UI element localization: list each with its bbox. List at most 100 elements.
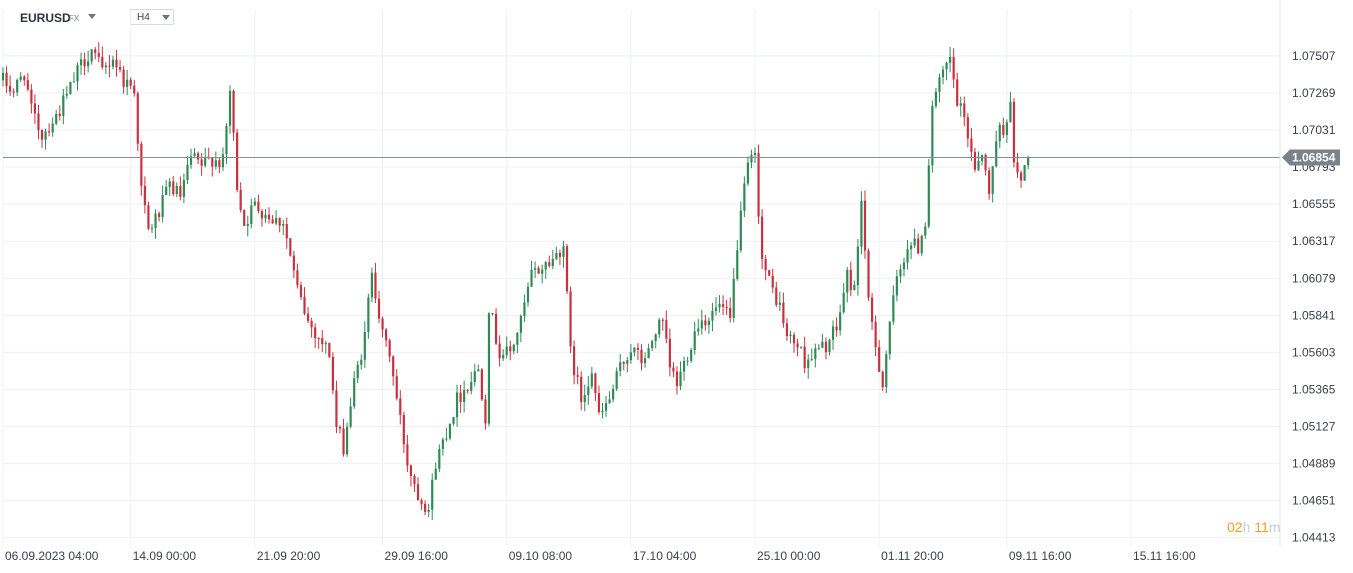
candle-down	[218, 157, 221, 174]
candle-body	[558, 252, 562, 257]
candle-down	[835, 317, 838, 337]
candle-down	[565, 243, 569, 295]
candle-up	[633, 346, 636, 357]
timeframe-dropdown-icon	[162, 15, 170, 20]
candle-body	[484, 399, 487, 424]
candle-up	[186, 156, 189, 185]
symbol-label[interactable]: EURUSD	[20, 11, 71, 25]
candle-body	[271, 219, 274, 224]
candle-body	[732, 278, 735, 318]
candle-down	[867, 248, 870, 301]
candle-body	[679, 371, 682, 386]
candle-up	[214, 151, 217, 170]
candle-up	[441, 437, 444, 456]
candle-up	[168, 177, 171, 196]
candle-body	[796, 343, 799, 348]
symbol-dropdown-icon[interactable]	[88, 14, 96, 19]
candle-body	[33, 103, 37, 114]
candle-body	[37, 113, 40, 131]
candle-body	[665, 320, 668, 339]
candle-body	[888, 321, 891, 355]
candle-body	[232, 90, 235, 133]
candle-up	[714, 297, 718, 316]
candle-body	[367, 297, 370, 332]
candle-down	[12, 88, 15, 98]
candle-body	[363, 331, 366, 360]
candle-down	[115, 49, 118, 77]
candle-body	[58, 113, 61, 116]
candle-body	[72, 81, 76, 83]
candle-body	[846, 269, 849, 293]
candle-body	[211, 158, 214, 167]
candle-body	[55, 113, 58, 124]
candle-body	[498, 343, 501, 359]
candle-body	[434, 468, 437, 480]
candle-up	[817, 344, 820, 351]
candle-up	[189, 148, 193, 169]
candle-up	[906, 240, 909, 270]
candle-body	[427, 509, 430, 512]
candle-down	[491, 312, 494, 316]
candle-down	[157, 211, 161, 222]
candle-up	[72, 72, 76, 83]
candle-up	[470, 371, 473, 395]
candle-down	[729, 297, 732, 323]
candle-up	[711, 302, 714, 332]
price-axis-labels: 1.075071.072691.070311.067931.065551.063…	[1292, 49, 1336, 545]
candle-up	[995, 130, 998, 168]
candle-body	[1009, 101, 1012, 123]
candle-body	[952, 56, 955, 80]
candle-down	[172, 176, 175, 197]
candle-down	[257, 194, 260, 214]
candle-up	[126, 69, 129, 96]
candle-up	[512, 343, 515, 355]
candle-up	[44, 128, 47, 150]
candle-down	[271, 215, 274, 224]
candle-body	[636, 348, 640, 350]
candle-body	[892, 295, 895, 322]
candle-body	[1019, 172, 1023, 181]
price-tick-label: 1.06555	[1292, 197, 1336, 211]
candle-body	[810, 359, 813, 361]
candle-body	[743, 183, 746, 211]
candle-down	[1019, 170, 1023, 188]
candle-up	[282, 219, 285, 236]
candle-up	[477, 364, 480, 372]
timeframe-label: H4	[137, 12, 150, 23]
candle-body	[988, 170, 991, 194]
candle-body	[927, 165, 930, 227]
candle-down	[498, 335, 501, 367]
candle-up	[750, 149, 753, 169]
candle-down	[424, 500, 427, 516]
candle-body	[619, 362, 622, 372]
candle-body	[629, 352, 632, 361]
candle-body	[661, 319, 664, 321]
candle-down	[299, 281, 303, 300]
candle-body	[409, 465, 413, 477]
candle-down	[984, 153, 987, 176]
candle-down	[108, 55, 111, 78]
candle-up	[945, 61, 948, 81]
candle-down	[30, 84, 33, 114]
candle-down	[140, 141, 143, 196]
candle-down	[211, 157, 214, 177]
candle-body	[228, 90, 232, 126]
candle-up	[860, 191, 863, 255]
candle-body	[700, 320, 703, 329]
candle-body	[949, 56, 952, 63]
candle-body	[487, 313, 491, 424]
candle-down	[306, 307, 310, 324]
candle-down	[973, 147, 977, 173]
candle-body	[257, 201, 260, 212]
candle-up	[104, 61, 107, 74]
candle-down	[33, 94, 37, 124]
candle-down	[260, 209, 264, 227]
candle-body	[441, 439, 444, 449]
candle-body	[998, 124, 1001, 142]
candle-up	[1005, 119, 1008, 143]
candle-body	[76, 65, 79, 82]
candle-body	[913, 238, 916, 246]
candle-body	[502, 354, 505, 359]
candle-body	[111, 59, 115, 67]
